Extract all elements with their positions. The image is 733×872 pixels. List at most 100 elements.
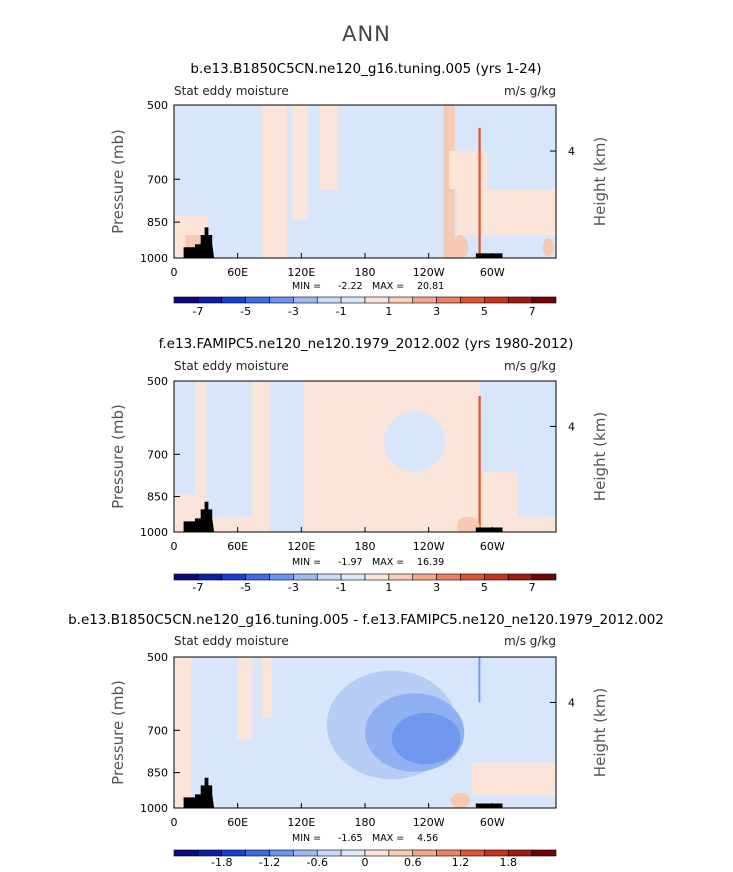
colorbar-swatch (269, 296, 294, 304)
y-tick-label: 850 (147, 491, 168, 504)
x-tick-label: 0 (171, 266, 178, 279)
x-tick-label: 60W (480, 816, 505, 829)
contour-region (478, 127, 481, 258)
y-right-tick-label: 4 (568, 145, 575, 158)
x-tick-label: 60W (480, 540, 505, 553)
colorbar-swatch (221, 296, 246, 304)
y-tick-label: 850 (147, 216, 168, 229)
x-tick-label: 120W (413, 816, 445, 829)
colorbar-swatch (340, 573, 366, 581)
colorbar: -7 -5 -3 -1 1 3 5 7 (173, 296, 557, 318)
y-axis-label: Pressure (mb) (109, 680, 127, 785)
contour-region (443, 105, 455, 258)
colorbar-swatch (293, 296, 318, 304)
terrain-mask (183, 227, 215, 258)
colorbar-swatch (316, 573, 342, 581)
x-tick-label: 180 (355, 540, 376, 553)
colorbar-label: 3 (433, 305, 440, 318)
colorbar-swatch (245, 573, 270, 581)
colorbar-swatch (388, 573, 414, 581)
colorbar-swatch (531, 296, 557, 304)
y-axis-label: Pressure (mb) (109, 404, 127, 509)
colorbar-swatch (484, 296, 509, 304)
colorbar-label: 1.8 (500, 856, 518, 869)
colorbar-label: 1 (385, 581, 392, 594)
colorbar-label: 1 (385, 305, 392, 318)
x-tick-label: 120W (413, 540, 445, 553)
contour-region (450, 792, 471, 808)
colorbar-label: -5 (240, 305, 251, 318)
stat-min-label: MIN = (292, 557, 321, 568)
contour-region (479, 381, 556, 472)
y-tick-label: 700 (147, 448, 168, 461)
contour-region (542, 238, 555, 257)
y-axis-label-right: Height (km) (591, 137, 609, 226)
panel-title: b.e13.B1850C5CN.ne120_g16.tuning.005 - f… (68, 612, 664, 628)
contour-region (237, 657, 253, 741)
colorbar-swatch (245, 296, 270, 304)
colorbar-swatch (531, 849, 557, 857)
y-tick-label: 850 (147, 767, 168, 780)
contour-region (206, 381, 253, 517)
stat-min-label: MIN = (292, 281, 321, 292)
contour-region (478, 657, 481, 703)
x-tick-label: 120E (287, 816, 315, 829)
colorbar-label: 5 (481, 581, 488, 594)
x-tick-label: 120E (287, 540, 315, 553)
colorbar-swatch (364, 573, 390, 581)
colorbar-label: 1.2 (452, 856, 470, 869)
x-tick-label: 60W (480, 266, 505, 279)
contour-region (456, 516, 480, 532)
colorbar-swatch (388, 296, 414, 304)
colorbar-swatch (412, 296, 437, 304)
panel-right-label: m/s g/kg (504, 359, 556, 373)
colorbar-swatch (197, 573, 223, 581)
stat-max-value: 16.39 (417, 557, 444, 568)
panel-title: b.e13.B1850C5CN.ne120_g16.tuning.005 (yr… (190, 61, 541, 77)
y-axis-label-right: Height (km) (591, 688, 609, 777)
chart-panel-1: b.e13.B1850C5CN.ne120_g16.tuning.005 (yr… (109, 61, 609, 318)
y-right-tick-label: 4 (568, 696, 575, 709)
x-tick-label: 60E (227, 816, 248, 829)
colorbar-label: 5 (481, 305, 488, 318)
stat-min-value: -1.97 (338, 557, 363, 568)
colorbar-swatch (436, 573, 461, 581)
panel-left-label: Stat eddy moisture (174, 359, 289, 373)
panel-right-label: m/s g/kg (504, 84, 556, 98)
colorbar-label: -5 (240, 581, 251, 594)
contour-region (449, 150, 488, 190)
stat-max-label: MAX = (372, 833, 404, 844)
colorbar-swatch (507, 573, 533, 581)
terrain-mask (475, 527, 503, 532)
stat-max-label: MAX = (372, 557, 404, 568)
contour-region (292, 105, 308, 220)
x-tick-label: 120E (287, 266, 315, 279)
x-tick-label: 120W (413, 266, 445, 279)
colorbar-swatch (316, 296, 342, 304)
colorbar-swatch (197, 296, 223, 304)
colorbar-swatch (460, 296, 485, 304)
y-tick-label: 500 (147, 375, 168, 388)
contour-region (319, 105, 339, 190)
terrain-mask (183, 501, 215, 532)
contour-region (174, 657, 192, 808)
contour-region (261, 105, 287, 258)
panel-right-label: m/s g/kg (504, 634, 556, 648)
chart-panel-3: b.e13.B1850C5CN.ne120_g16.tuning.005 - f… (68, 612, 664, 869)
terrain-mask (475, 253, 503, 258)
contour-region (471, 762, 556, 796)
x-tick-label: 0 (171, 540, 178, 553)
colorbar-swatch (269, 573, 294, 581)
colorbar-label: 7 (529, 305, 536, 318)
colorbar-swatch (507, 296, 533, 304)
contour-region (456, 189, 556, 236)
panel-left-label: Stat eddy moisture (174, 84, 289, 98)
colorbar: -1.8 -1.2 -0.6 0 0.6 1.2 1.8 (173, 849, 557, 869)
stat-max-label: MAX = (372, 281, 404, 292)
contour-region (478, 396, 481, 532)
colorbar-label: -1 (336, 305, 347, 318)
contour-region (391, 712, 461, 765)
colorbar-label: -1.2 (259, 856, 280, 869)
stat-min-value: -2.22 (338, 281, 363, 292)
colorbar-swatch (173, 296, 199, 304)
